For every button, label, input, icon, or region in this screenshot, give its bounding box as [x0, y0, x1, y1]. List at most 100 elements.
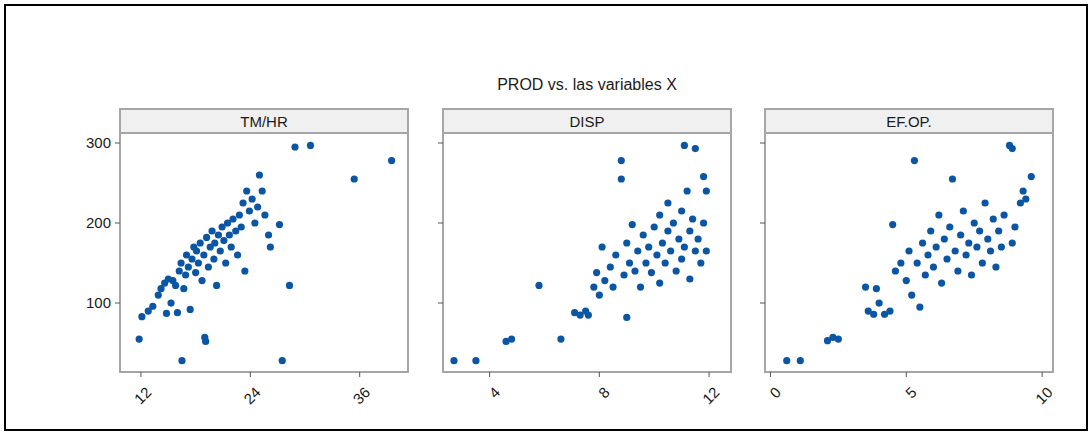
- point: [946, 223, 953, 230]
- point: [976, 227, 983, 234]
- x-tick-label: 12: [131, 384, 155, 408]
- point: [598, 243, 605, 250]
- point: [1022, 195, 1029, 202]
- x-tick: [1042, 372, 1043, 377]
- point: [163, 310, 170, 317]
- point: [648, 269, 655, 276]
- point: [911, 157, 918, 164]
- x-tick-label: 0: [766, 384, 784, 402]
- panel-title: DISP: [569, 113, 604, 130]
- point: [1028, 173, 1035, 180]
- point: [703, 187, 710, 194]
- point: [686, 275, 693, 282]
- point: [238, 223, 245, 230]
- point: [241, 267, 248, 274]
- y-tick-label: 200: [86, 214, 111, 231]
- point: [933, 243, 940, 250]
- point: [973, 243, 980, 250]
- point: [905, 247, 912, 254]
- x-tick: [709, 372, 710, 377]
- point: [590, 283, 597, 290]
- point: [897, 259, 904, 266]
- point: [943, 255, 950, 262]
- panel-strip: [120, 109, 408, 133]
- point: [198, 277, 205, 284]
- point: [557, 335, 564, 342]
- point: [835, 335, 842, 342]
- point: [618, 175, 625, 182]
- outer-border: [5, 5, 1087, 430]
- point: [228, 243, 235, 250]
- point: [697, 259, 704, 266]
- point: [981, 199, 988, 206]
- points: [136, 142, 396, 364]
- y-tick-label: 300: [86, 134, 111, 151]
- point: [596, 291, 603, 298]
- point: [686, 227, 693, 234]
- point: [182, 271, 189, 278]
- point: [927, 227, 934, 234]
- point: [987, 247, 994, 254]
- point: [187, 306, 194, 313]
- plot-frame: [120, 133, 408, 372]
- y-tick: [760, 303, 765, 304]
- point: [192, 269, 199, 276]
- point: [211, 239, 218, 246]
- point: [662, 259, 669, 266]
- point: [291, 143, 298, 150]
- point: [623, 314, 630, 321]
- y-tick: [760, 143, 765, 144]
- x-tick-label: 8: [595, 384, 613, 402]
- point: [903, 277, 910, 284]
- point: [681, 243, 688, 250]
- point: [678, 207, 685, 214]
- point: [637, 283, 644, 290]
- point: [249, 195, 256, 202]
- point: [276, 221, 283, 228]
- point: [254, 203, 261, 210]
- point: [180, 285, 187, 292]
- y-tick: [438, 143, 443, 144]
- point: [618, 157, 625, 164]
- point: [954, 267, 961, 274]
- point: [205, 263, 212, 270]
- point: [935, 211, 942, 218]
- points: [783, 142, 1035, 364]
- point: [172, 282, 179, 289]
- point: [585, 311, 592, 318]
- point: [938, 279, 945, 286]
- point: [265, 231, 272, 238]
- x-tick: [359, 372, 360, 377]
- point: [178, 357, 185, 364]
- point: [689, 215, 696, 222]
- y-tick: [115, 223, 120, 224]
- point: [862, 283, 869, 290]
- x-tick: [906, 372, 907, 377]
- point: [889, 221, 896, 228]
- point: [971, 219, 978, 226]
- point: [136, 335, 143, 342]
- point: [193, 247, 200, 254]
- point: [229, 215, 236, 222]
- point: [634, 247, 641, 254]
- point: [992, 263, 999, 270]
- point: [664, 227, 671, 234]
- point: [924, 251, 931, 258]
- point: [703, 247, 710, 254]
- point: [914, 259, 921, 266]
- point: [653, 251, 660, 258]
- y-tick: [760, 223, 765, 224]
- y-tick: [115, 303, 120, 304]
- point: [667, 247, 674, 254]
- point: [217, 247, 224, 254]
- point: [681, 142, 688, 149]
- point: [1009, 239, 1016, 246]
- point: [949, 175, 956, 182]
- point: [916, 303, 923, 310]
- point: [307, 142, 314, 149]
- point: [659, 239, 666, 246]
- point: [922, 271, 929, 278]
- point: [197, 239, 204, 246]
- y-tick: [438, 303, 443, 304]
- point: [210, 255, 217, 262]
